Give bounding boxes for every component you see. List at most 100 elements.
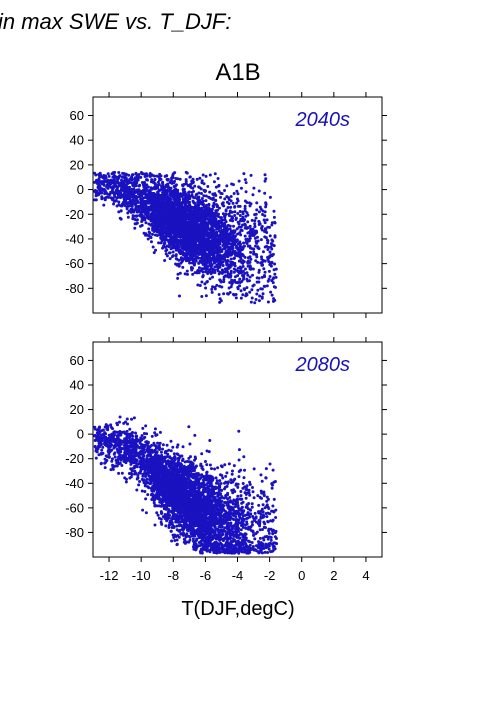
scatter-point — [243, 226, 247, 230]
scatter-point — [167, 233, 171, 237]
scatter-point — [173, 197, 177, 201]
scatter-point — [273, 272, 277, 276]
scatter-point — [185, 269, 189, 273]
scatter-point — [184, 180, 188, 184]
scatter-point — [191, 189, 195, 193]
scatter-point — [224, 234, 228, 238]
scatter-point — [208, 216, 212, 220]
scatter-point — [136, 192, 140, 196]
scatter-point — [219, 225, 223, 229]
scatter-point — [121, 195, 125, 199]
scatter-point — [238, 277, 242, 281]
scatter-point — [226, 227, 230, 231]
scatter-point — [189, 266, 193, 270]
scatter-point — [118, 216, 122, 220]
scatter-point — [224, 269, 228, 273]
scatter-point — [174, 187, 178, 191]
scatter-point — [263, 284, 267, 288]
scatter-point — [204, 270, 208, 274]
scatter-point — [260, 224, 264, 228]
scatter-point — [126, 215, 130, 219]
scatter-point — [207, 247, 211, 251]
scatter-point — [113, 174, 117, 178]
scatter-point — [260, 263, 264, 267]
scatter-point — [205, 267, 209, 271]
scatter-point — [119, 184, 123, 188]
scatter-point — [193, 221, 197, 225]
scatter-point — [183, 228, 187, 232]
scatter-point — [273, 262, 277, 266]
scatter-point — [222, 255, 226, 259]
scatter-point — [154, 199, 158, 203]
scatter-point — [167, 199, 171, 203]
scatter-point — [195, 255, 199, 259]
scatter-point — [230, 278, 234, 282]
scatter-point — [144, 221, 148, 225]
y-tick-label: -60 — [65, 256, 84, 271]
scatter-point — [202, 182, 206, 186]
scatter-point — [129, 191, 133, 195]
scatter-point — [151, 245, 155, 249]
scatter-point — [134, 184, 138, 188]
scatter-point — [201, 244, 205, 248]
scatter-point — [160, 223, 164, 227]
scatter-point — [244, 214, 248, 218]
scatter-point — [201, 199, 205, 203]
scatter-point — [241, 247, 245, 251]
scatter-point — [274, 275, 278, 279]
scatter-point — [227, 196, 231, 200]
scatter-point — [183, 199, 187, 203]
scatter-point — [167, 223, 171, 227]
scatter-point — [178, 209, 182, 213]
scatter-point — [198, 252, 202, 256]
scatter-point — [124, 199, 128, 203]
scatter-point — [225, 184, 229, 188]
scatter-point — [171, 254, 175, 258]
scatter-point — [184, 216, 188, 220]
scatter-point — [187, 256, 191, 260]
scatter-point — [205, 280, 209, 284]
scatter-point — [147, 200, 151, 204]
scatter-point — [226, 272, 230, 276]
scatter-point — [263, 221, 267, 225]
scatter-point — [270, 243, 274, 247]
scatter-point — [175, 190, 179, 194]
scatter-point — [94, 173, 98, 177]
scatter-point — [184, 248, 188, 252]
y-tick-label: -20 — [65, 207, 84, 222]
scatter-point — [208, 268, 212, 272]
scatter-point — [257, 210, 261, 214]
scatter-point — [194, 241, 198, 245]
scatter-point — [220, 249, 224, 253]
figure-top-title: in max SWE vs. T_DJF: — [0, 9, 231, 34]
scatter-point — [151, 180, 155, 184]
scatter-point — [252, 186, 256, 190]
scatter-point — [263, 227, 267, 231]
scatter-point — [222, 277, 226, 281]
scatter-point — [212, 254, 216, 258]
scatter-point — [163, 259, 167, 262]
scatter-point — [195, 177, 199, 181]
scatter-point — [135, 181, 139, 185]
scatter-point — [266, 279, 270, 283]
scatter-point — [198, 248, 202, 252]
scatter-point — [121, 200, 125, 204]
scatter-point — [94, 198, 98, 202]
scatter-point — [211, 242, 215, 246]
scatter-point — [112, 190, 116, 194]
scatter-point — [189, 185, 193, 189]
scatter-point — [273, 234, 277, 238]
scatter-point — [228, 275, 232, 279]
scatter-point — [147, 227, 151, 231]
scatter-point — [241, 210, 245, 214]
scatter-point — [161, 209, 165, 213]
scatter-point — [225, 238, 229, 242]
y-tick-label: 60 — [70, 108, 84, 123]
scatter-point — [192, 263, 196, 267]
scatter-point — [178, 252, 182, 256]
scatter-point — [178, 224, 182, 228]
scatter-point — [197, 203, 201, 207]
scatter-point — [204, 199, 208, 203]
scatter-point — [133, 202, 137, 206]
